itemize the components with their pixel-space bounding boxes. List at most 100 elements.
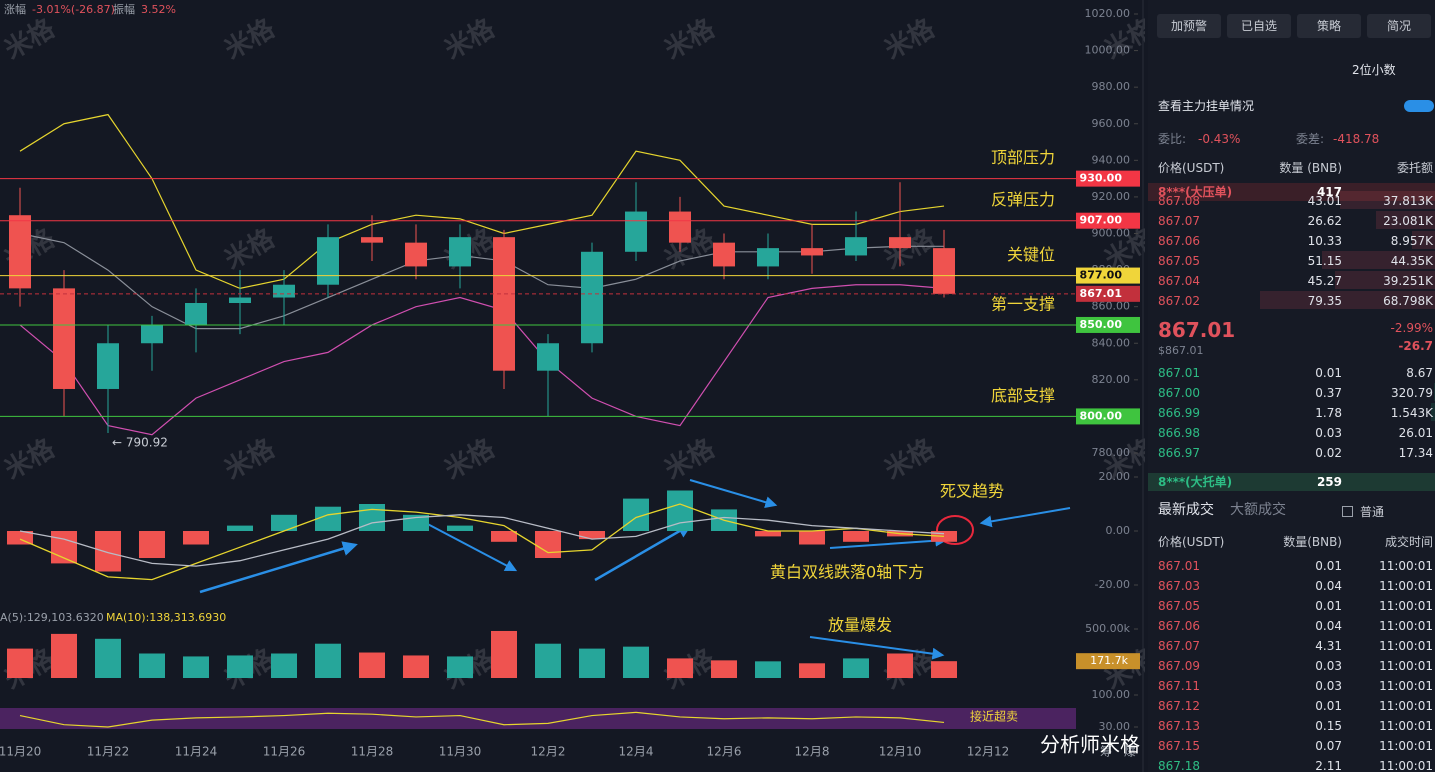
trade-cell: 867.09 bbox=[1158, 659, 1200, 673]
bid-cell: 866.98 bbox=[1158, 426, 1200, 440]
button[interactable]: 已自选 bbox=[1227, 14, 1291, 38]
volume-legend: MA(10):138,313.6930 bbox=[106, 611, 226, 624]
x-tick-label: 11月20 bbox=[0, 745, 41, 759]
trade-cell: 11:00:01 bbox=[1379, 679, 1433, 693]
candle-body bbox=[53, 288, 75, 389]
candle-body bbox=[757, 248, 779, 267]
candle-body bbox=[801, 248, 823, 256]
candle-body bbox=[449, 237, 471, 267]
candle-body bbox=[97, 343, 119, 389]
volume-bar bbox=[139, 653, 165, 678]
volume-bar bbox=[579, 648, 605, 678]
tab[interactable]: 最新成交 bbox=[1158, 502, 1214, 518]
candle-body bbox=[669, 211, 691, 243]
trade-header: 成交时间 bbox=[1384, 535, 1433, 549]
last-usd: $867.01 bbox=[1158, 344, 1204, 357]
candle-body bbox=[361, 237, 383, 243]
checkbox[interactable] bbox=[1342, 506, 1353, 517]
level-tag bbox=[1076, 267, 1140, 284]
candle-body bbox=[625, 211, 647, 252]
volume-bar bbox=[359, 652, 385, 678]
x-tick-label: 12月8 bbox=[795, 745, 830, 759]
x-tick-label: 11月28 bbox=[351, 745, 394, 759]
macd-bar bbox=[227, 525, 253, 531]
arrow bbox=[594, 523, 693, 582]
last-volume-tag bbox=[1076, 653, 1140, 670]
oversold-band bbox=[0, 708, 1076, 729]
candle-body bbox=[493, 237, 515, 371]
macd-line bbox=[19, 503, 945, 581]
ratio-label: 委比: bbox=[1158, 132, 1187, 146]
arrow bbox=[829, 534, 948, 549]
level-tag bbox=[1076, 212, 1140, 229]
tab[interactable]: 大额成交 bbox=[1230, 502, 1286, 518]
trade-cell: 867.13 bbox=[1158, 719, 1200, 733]
depth-bar bbox=[1322, 251, 1435, 269]
level-tag bbox=[1076, 285, 1140, 302]
level-tag bbox=[1076, 170, 1140, 187]
volume-bar bbox=[51, 633, 77, 678]
trade-cell: 11:00:01 bbox=[1379, 719, 1433, 733]
volume-bar bbox=[887, 653, 913, 678]
annotation: 黄白双线跌落0轴下方 bbox=[770, 563, 924, 582]
trade-cell: 11:00:01 bbox=[1379, 619, 1433, 633]
trade-cell: 867.01 bbox=[1158, 559, 1200, 573]
candle-body bbox=[9, 215, 31, 289]
trade-cell: 11:00:01 bbox=[1379, 739, 1433, 753]
watermark: 米格 bbox=[439, 12, 500, 65]
button[interactable]: 策略 bbox=[1297, 14, 1361, 38]
trade-cell: 11:00:01 bbox=[1379, 579, 1433, 593]
watermark: 米格 bbox=[659, 432, 720, 485]
ratio: -0.43% bbox=[1198, 132, 1241, 146]
candle-body bbox=[537, 343, 559, 371]
last-pct: -2.99% bbox=[1390, 321, 1433, 335]
annotation: 死叉趋势 bbox=[940, 482, 1004, 501]
bid-cell: 0.03 bbox=[1315, 426, 1342, 440]
ask-cell: 867.08 bbox=[1158, 194, 1200, 208]
macd-bar bbox=[491, 531, 517, 542]
watermark: 米格 bbox=[0, 432, 61, 485]
y-tick-label: 980.00 bbox=[1092, 80, 1131, 93]
volume-bar bbox=[535, 643, 561, 678]
trade-cell: 867.15 bbox=[1158, 739, 1200, 753]
watermark: 米格 bbox=[879, 432, 940, 485]
volume-bar bbox=[931, 661, 957, 678]
button[interactable]: 加预警 bbox=[1157, 14, 1221, 38]
button[interactable]: 简况 bbox=[1367, 14, 1431, 38]
watermark: 米格 bbox=[219, 12, 280, 65]
ask-cell: 26.62 bbox=[1307, 214, 1342, 228]
bollinger-band bbox=[19, 113, 945, 290]
watermark: 米格 bbox=[1099, 12, 1145, 65]
candle-body bbox=[845, 237, 867, 256]
volume-bar bbox=[755, 661, 781, 678]
decimals[interactable]: 2位小数 bbox=[1352, 63, 1396, 77]
depth-bar bbox=[1376, 211, 1435, 229]
bid-cell: 1.543K bbox=[1390, 406, 1433, 420]
ask-cell: 867.05 bbox=[1158, 254, 1200, 268]
y-tick-label: 1020.00 bbox=[1085, 7, 1131, 20]
depth-bar bbox=[1340, 191, 1435, 209]
volume-bar bbox=[7, 648, 33, 678]
header-text: -3.01%(-26.87) bbox=[32, 3, 115, 16]
annotation: 接近超卖 bbox=[970, 709, 1018, 724]
main-orders[interactable]: 查看主力挂单情况 bbox=[1158, 99, 1255, 113]
volume-bar bbox=[95, 638, 121, 678]
trade-cell: 11:00:01 bbox=[1379, 599, 1433, 613]
trade-cell: 0.07 bbox=[1315, 739, 1342, 753]
level-price: 877.00 bbox=[1080, 269, 1123, 282]
corner-label: 爆 bbox=[1124, 745, 1136, 759]
toggle[interactable] bbox=[1404, 100, 1434, 112]
trade-cell: 2.11 bbox=[1315, 759, 1342, 772]
macd-bar bbox=[755, 531, 781, 537]
ask-cell: 68.798K bbox=[1383, 294, 1433, 308]
rsi-line bbox=[19, 711, 945, 728]
candle-body bbox=[581, 251, 603, 344]
ask-cell: 51.15 bbox=[1307, 254, 1342, 268]
macd-line bbox=[19, 514, 945, 567]
bid-cell: 867.01 bbox=[1158, 366, 1200, 380]
header-text: 振幅 bbox=[113, 2, 135, 16]
bid-cell: 1.78 bbox=[1315, 406, 1342, 420]
y-tick-label: 960.00 bbox=[1092, 117, 1131, 130]
bid-cell: 867.00 bbox=[1158, 386, 1200, 400]
macd-bar bbox=[579, 531, 605, 540]
